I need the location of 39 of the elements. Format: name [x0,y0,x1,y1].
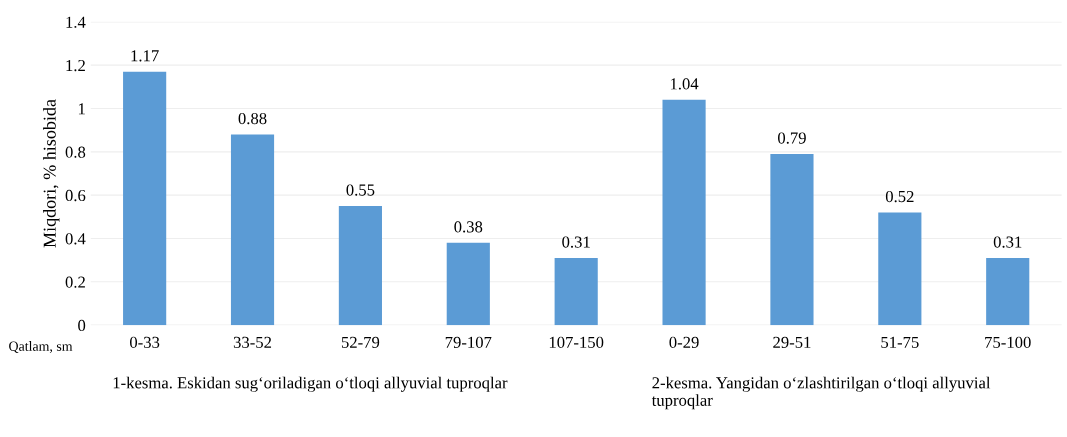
data-label: 0.55 [346,184,375,196]
x-tick-label: 75-100 [985,336,1031,348]
data-label: 1.17 [131,50,159,62]
bar [554,257,598,326]
x-tick-label: 33-52 [233,336,272,348]
bar [446,242,490,326]
data-label: 0.52 [885,190,914,203]
bar [338,205,382,326]
data-label: 0.38 [454,221,483,233]
x-tick-label: 107-150 [549,336,604,348]
y-tick-label: 0.8 [65,146,86,158]
text: 2-kesma. Yangidan o‘zlashtirilgan o‘tloqi allyuvial tuproqlar [651,376,991,410]
data-label: 1.04 [670,78,699,90]
x-tick-label: 29-51 [773,336,811,348]
text: 1-kesma. Eskidan sug‘oriladigan o‘tloqi allyuvial tuproqlar [113,376,508,392]
x-tick-label: 0-29 [669,336,699,348]
y-tick-label: 0 [78,319,86,332]
bar [230,134,275,326]
y-tick-label: 1.4 [66,16,86,28]
bar [662,99,706,326]
data-label: 0.31 [993,236,1022,248]
y-tick-label: 0.6 [65,189,86,202]
bar [878,212,922,326]
x-tick-label: 51-75 [881,336,919,348]
x-tick-label: 0-33 [130,336,160,348]
data-label: 0.31 [562,236,590,248]
bar [123,71,167,326]
y-tick-label: 1.2 [66,59,85,72]
y-tick-label: 1 [78,103,85,115]
text: Qatlam, sm [9,341,73,354]
bar [770,153,814,326]
y-tick-label: 0.4 [65,233,86,245]
y-tick-label: 0.2 [65,276,85,288]
x-tick-label: 52-79 [341,336,380,348]
data-label: 0.79 [778,132,806,144]
bar [986,257,1030,326]
x-tick-label: 79-107 [445,336,492,348]
data-label: 0.88 [238,112,267,125]
y-axis-title: Miqdori, % hisobida [43,99,60,248]
